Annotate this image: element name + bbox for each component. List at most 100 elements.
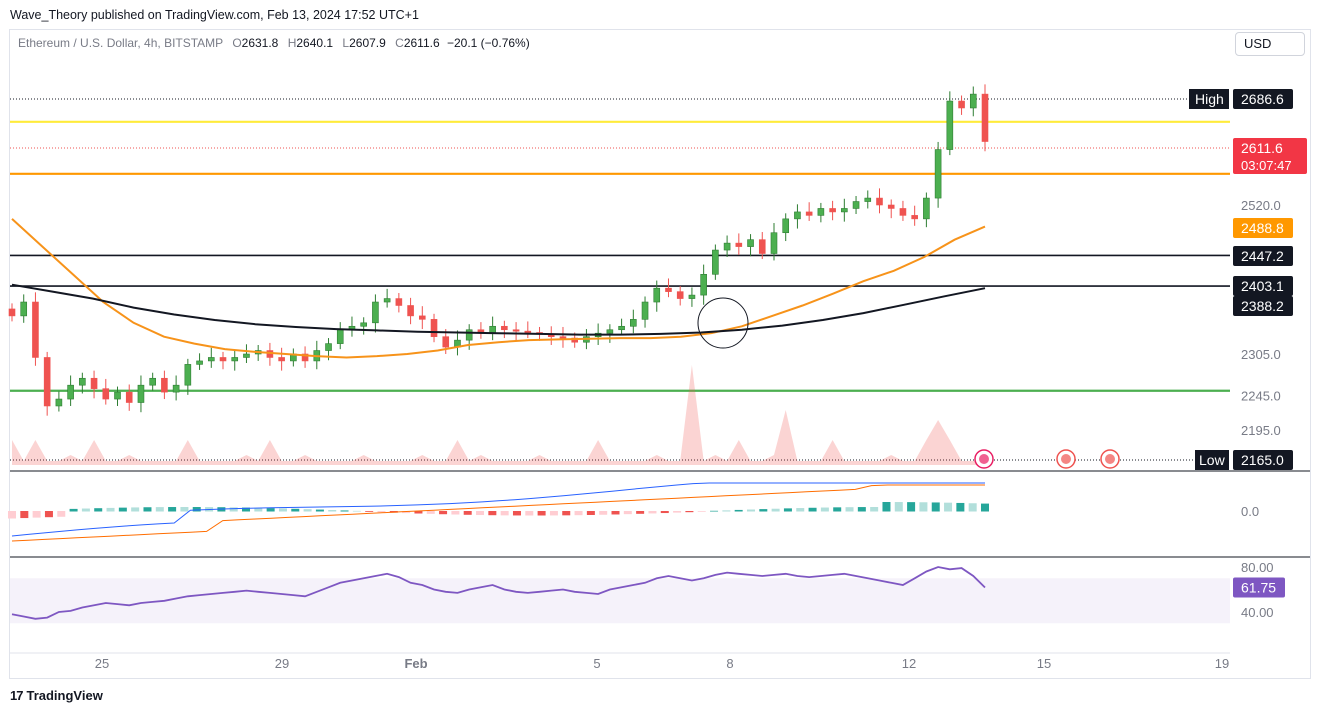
- rsi-line: [11, 566, 986, 620]
- candle-body: [665, 287, 672, 292]
- candle-body: [758, 239, 766, 254]
- macd-histogram-bar: [648, 511, 657, 514]
- macd-histogram-bar: [857, 507, 866, 512]
- candle-body: [243, 353, 250, 358]
- macd-histogram-bar: [118, 507, 127, 512]
- macd-histogram-bar: [242, 507, 251, 512]
- macd-histogram-bar: [476, 511, 485, 516]
- candle-body: [207, 357, 215, 362]
- macd-histogram-bar: [254, 507, 263, 512]
- macd-histogram-bar: [352, 510, 361, 512]
- low-value: 2607.9: [349, 36, 386, 50]
- macd-histogram-bar: [180, 507, 189, 512]
- candle-body: [231, 357, 239, 362]
- time-axis-tick: Feb: [404, 656, 427, 671]
- candle-body: [184, 364, 192, 386]
- macd-histogram-bar: [106, 507, 115, 512]
- candle-body: [923, 197, 930, 220]
- rsi-axis-tick: 80.00: [1241, 560, 1274, 575]
- candle-body: [67, 384, 74, 400]
- current-price-value: 2611.6: [1241, 140, 1283, 156]
- candle-body: [817, 208, 825, 216]
- open-label: O: [232, 36, 242, 50]
- candle-body: [32, 301, 39, 358]
- candle-body: [55, 398, 63, 407]
- candle-body: [372, 301, 379, 324]
- macd-histogram-bar: [611, 511, 620, 515]
- time-axis-tick: 12: [902, 656, 916, 671]
- candle-body: [301, 353, 309, 362]
- macd-histogram-bar: [168, 507, 177, 512]
- macd-histogram-bar: [94, 508, 103, 512]
- candle-body: [712, 249, 719, 275]
- macd-histogram-bar: [944, 502, 953, 512]
- ema-orange-price-tag: [1233, 218, 1293, 238]
- time-axis-tick: 8: [726, 656, 733, 671]
- macd-histogram-bar: [574, 511, 583, 516]
- macd-histogram-bar: [808, 507, 817, 512]
- candle-body: [336, 329, 344, 344]
- macd-histogram-bar: [722, 510, 731, 512]
- open-value: 2631.8: [241, 36, 279, 50]
- candle-body: [794, 211, 801, 220]
- candle-body: [465, 329, 473, 341]
- macd-histogram-bar: [870, 507, 879, 512]
- macd-histogram-bar: [623, 511, 632, 515]
- macd-histogram-bar: [143, 507, 152, 512]
- candle-body: [829, 208, 836, 213]
- macd-histogram-bar: [81, 508, 90, 512]
- high-price-tag: [1233, 89, 1293, 109]
- candle-body: [852, 201, 860, 209]
- macd-histogram-bar: [562, 511, 571, 516]
- macd-histogram-bar: [192, 507, 201, 512]
- macd-signal-line: [11, 484, 985, 542]
- high-label-tag: [1189, 89, 1229, 109]
- macd-histogram-bar: [697, 511, 706, 512]
- high-label-text: High: [1195, 91, 1224, 107]
- price-axis-tick: 2195.0: [1241, 423, 1281, 438]
- macd-histogram-bar: [32, 511, 41, 518]
- ema-black-line: [11, 283, 986, 336]
- symbol-legend: Ethereum / U.S. Dollar, 4h, BITSTAMP O26…: [18, 36, 530, 50]
- ema-orange-line: [11, 218, 986, 359]
- candle-body: [90, 377, 98, 389]
- highlight-circle: [697, 297, 749, 349]
- macd-line: [11, 482, 985, 537]
- candle-body: [876, 197, 883, 206]
- candle-body: [747, 239, 754, 247]
- logo-text: TradingView: [26, 688, 103, 703]
- candle-body: [278, 357, 285, 362]
- ema-black-price-value: 2388.2: [1241, 298, 1284, 314]
- macd-histogram-bar: [315, 509, 324, 512]
- macd-histogram-bar: [377, 511, 386, 513]
- macd-histogram-bar: [907, 502, 916, 512]
- candle-body: [676, 291, 684, 299]
- macd-histogram-bar: [512, 511, 521, 516]
- candle-body: [43, 357, 51, 407]
- macd-histogram-bar: [759, 509, 768, 512]
- candle-body: [653, 287, 661, 303]
- macd-histogram-bar: [131, 507, 140, 512]
- macd-histogram-bar: [8, 511, 16, 519]
- candle-body: [8, 308, 16, 317]
- macd-histogram-bar: [463, 511, 472, 515]
- candle-body: [969, 93, 977, 109]
- chart-frame: [9, 29, 1311, 679]
- candle-body: [864, 197, 872, 202]
- level-2447-tag: [1233, 246, 1293, 266]
- macd-histogram-bar: [500, 511, 509, 516]
- currency-button[interactable]: USD: [1235, 32, 1305, 56]
- macd-histogram-bar: [328, 509, 337, 512]
- macd-histogram-bar: [894, 502, 903, 512]
- macd-axis-tick: 0.0: [1241, 504, 1259, 519]
- candle-body: [735, 242, 743, 247]
- high-label: H: [287, 36, 297, 50]
- macd-histogram-bar: [771, 508, 780, 512]
- candle-body: [114, 391, 121, 400]
- macd-histogram-bar: [660, 511, 669, 514]
- macd-histogram-bar: [414, 511, 423, 514]
- macd-histogram-bar: [685, 511, 694, 513]
- candle-body: [196, 360, 203, 365]
- candle-body: [606, 329, 614, 334]
